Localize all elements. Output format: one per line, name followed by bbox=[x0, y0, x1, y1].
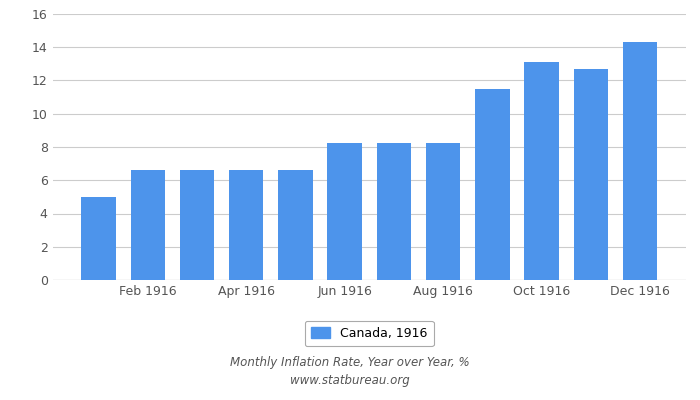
Bar bbox=[328, 143, 362, 280]
Text: www.statbureau.org: www.statbureau.org bbox=[290, 374, 410, 387]
Bar bbox=[180, 170, 214, 280]
Bar bbox=[130, 170, 165, 280]
Legend: Canada, 1916: Canada, 1916 bbox=[305, 321, 433, 346]
Bar bbox=[475, 89, 510, 280]
Bar bbox=[81, 197, 116, 280]
Bar bbox=[278, 170, 313, 280]
Bar bbox=[229, 170, 263, 280]
Bar bbox=[573, 69, 608, 280]
Text: Monthly Inflation Rate, Year over Year, %: Monthly Inflation Rate, Year over Year, … bbox=[230, 356, 470, 369]
Bar bbox=[426, 143, 461, 280]
Bar bbox=[524, 62, 559, 280]
Bar bbox=[377, 143, 411, 280]
Bar bbox=[623, 42, 657, 280]
